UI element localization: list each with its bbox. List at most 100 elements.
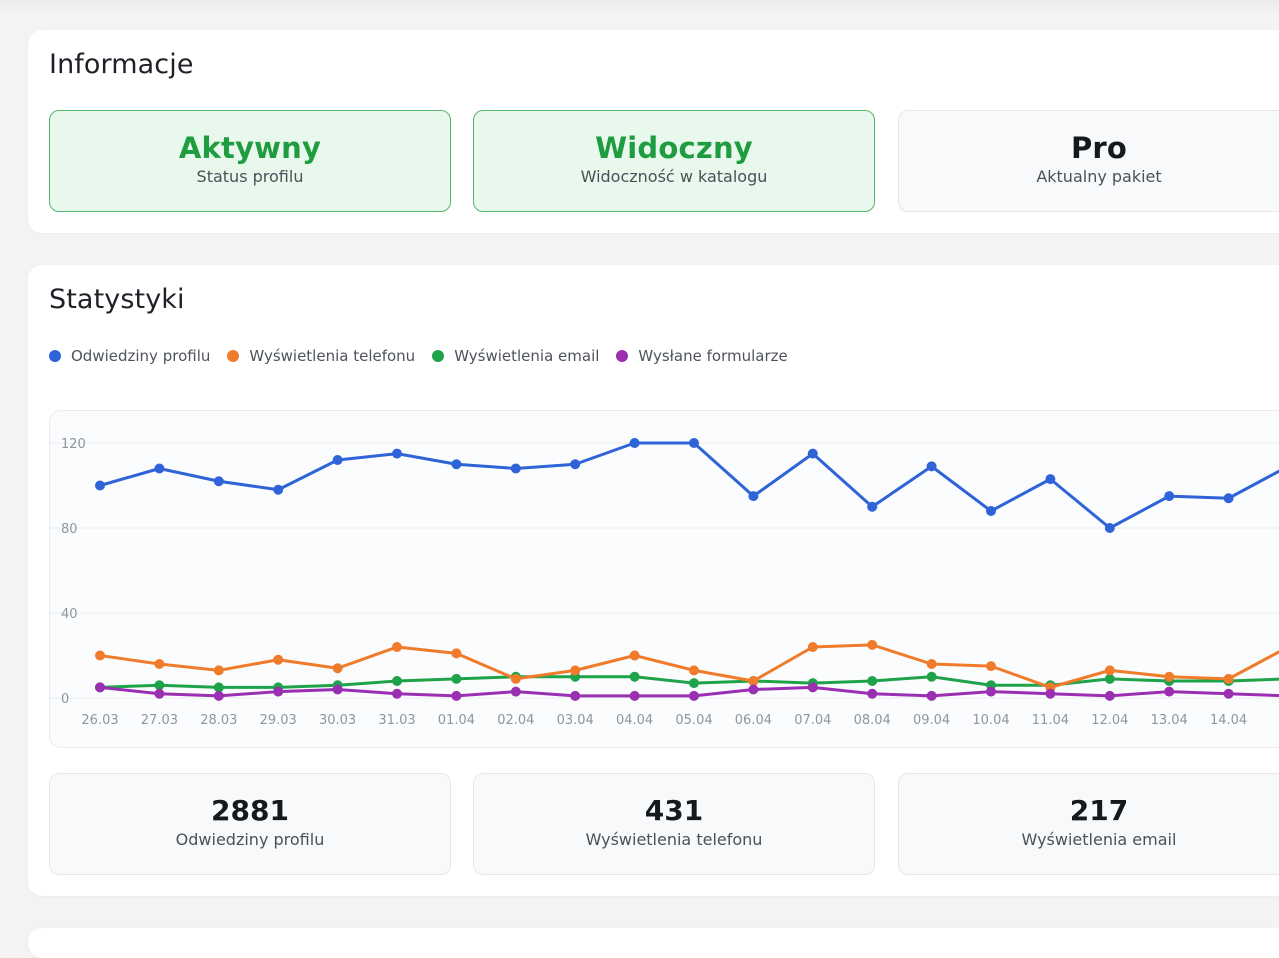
legend-label: Wysłane formularze [638, 347, 788, 365]
total-email-views-box: 217 Wyświetlenia email [898, 773, 1279, 875]
x-tick-label: 11.04 [1032, 713, 1069, 728]
line-chart: 0 40 80 120 26.03 27.03 28.03 29.03 30.03 31.03 01… [49, 410, 1279, 748]
data-point [1045, 474, 1056, 485]
data-point [510, 686, 521, 697]
x-tick-label: 04.04 [616, 713, 653, 728]
data-point [689, 438, 699, 448]
legend-dot-icon [616, 350, 629, 362]
data-point [154, 680, 165, 691]
x-tick-label: 14.04 [1210, 713, 1247, 728]
top-fade [0, 0, 1279, 14]
x-tick-label: 06.04 [735, 713, 772, 728]
data-point [95, 650, 105, 661]
data-point [748, 684, 759, 695]
current-plan-box: Pro Aktualny pakiet [898, 110, 1279, 212]
data-point [451, 673, 462, 684]
x-tick-label: 15. [1278, 713, 1279, 728]
stats-card: Statystyki Odwiedziny profilu Wyświetlen… [28, 265, 1279, 896]
legend-item-forms-sent[interactable]: Wysłane formularze [616, 347, 788, 365]
legend-item-email-views[interactable]: Wyświetlenia email [432, 347, 599, 365]
info-title: Informacje [49, 49, 194, 80]
data-point [807, 448, 818, 459]
data-point [154, 688, 165, 699]
catalog-visibility-label: Widoczność w katalogu [580, 167, 768, 186]
data-point [273, 484, 284, 495]
x-tick-label: 07.04 [794, 713, 831, 728]
data-point [273, 686, 284, 697]
data-point [807, 682, 818, 693]
data-point [392, 642, 402, 652]
catalog-visibility-value: Widoczny [595, 131, 753, 165]
data-point [570, 665, 581, 676]
x-tick-label: 29.03 [260, 713, 297, 728]
data-point [510, 673, 521, 684]
total-phone-views-label: Wyświetlenia telefonu [585, 830, 763, 849]
data-point [332, 455, 343, 465]
data-point [332, 663, 343, 674]
data-point [1104, 523, 1115, 533]
x-tick-label: 31.03 [378, 713, 415, 728]
total-phone-views-value: 431 [644, 794, 704, 827]
data-point [1164, 491, 1175, 502]
total-email-views-label: Wyświetlenia email [1021, 830, 1177, 849]
data-point [926, 659, 937, 669]
data-point [926, 671, 937, 682]
x-tick-label: 09.04 [913, 713, 950, 728]
data-point [689, 665, 699, 676]
x-tick-label: 28.03 [200, 713, 237, 728]
data-point [867, 688, 878, 699]
x-tick-label: 26.03 [81, 713, 118, 728]
line-chart-svg: 0 40 80 120 26.03 27.03 28.03 29.03 30.03 31.03 01… [50, 437, 1279, 728]
data-point [629, 671, 640, 682]
x-tick-label: 30.03 [319, 713, 356, 728]
data-point [1223, 673, 1234, 684]
data-point [629, 438, 640, 448]
legend-dot-icon [432, 350, 445, 362]
stats-title: Statystyki [49, 284, 185, 315]
legend-dot-icon [49, 350, 61, 362]
total-email-views-value: 217 [1069, 794, 1129, 827]
data-point [332, 684, 343, 695]
legend-dot-icon [227, 350, 240, 362]
data-point [986, 506, 996, 516]
total-phone-views-box: 431 Wyświetlenia telefonu [473, 773, 875, 875]
data-point [1223, 493, 1234, 504]
legend-label: Odwiedziny profilu [71, 347, 211, 365]
data-point [95, 682, 105, 693]
data-point [689, 678, 699, 689]
data-point [510, 463, 521, 474]
data-point [213, 665, 224, 676]
data-point [451, 648, 462, 659]
data-point [926, 690, 937, 701]
data-point [629, 690, 640, 701]
x-tick-label: 05.04 [675, 713, 712, 728]
legend-item-profile-visits[interactable]: Odwiedziny profilu [49, 347, 210, 365]
data-point [451, 690, 462, 701]
data-point [95, 480, 105, 491]
data-point [629, 650, 640, 661]
data-point [392, 448, 402, 459]
data-point [748, 676, 759, 686]
chart-legend: Odwiedziny profilu Wyświetlenia telefonu… [49, 347, 805, 365]
y-tick-label: 120 [61, 437, 86, 452]
legend-label: Wyświetlenia email [454, 347, 600, 365]
data-point [213, 682, 224, 693]
total-profile-visits-value: 2881 [211, 794, 289, 827]
total-profile-visits-box: 2881 Odwiedziny profilu [49, 773, 451, 875]
data-point [154, 659, 165, 669]
data-point [273, 654, 284, 665]
profile-status-label: Status profilu [196, 167, 304, 186]
data-point [392, 688, 402, 699]
x-tick-label: 01.04 [438, 713, 475, 728]
data-point [807, 642, 818, 652]
data-point [213, 476, 224, 487]
data-point [1164, 671, 1175, 682]
x-tick-label: 02.04 [497, 713, 534, 728]
data-point [867, 676, 878, 686]
catalog-visibility-box: Widoczny Widoczność w katalogu [473, 110, 875, 212]
legend-item-phone-views[interactable]: Wyświetlenia telefonu [227, 347, 415, 365]
info-card: Informacje Aktywny Status profilu Widocz… [28, 30, 1279, 233]
x-tick-label: 12.04 [1091, 713, 1128, 728]
data-point [570, 690, 581, 701]
profile-status-box: Aktywny Status profilu [49, 110, 451, 212]
